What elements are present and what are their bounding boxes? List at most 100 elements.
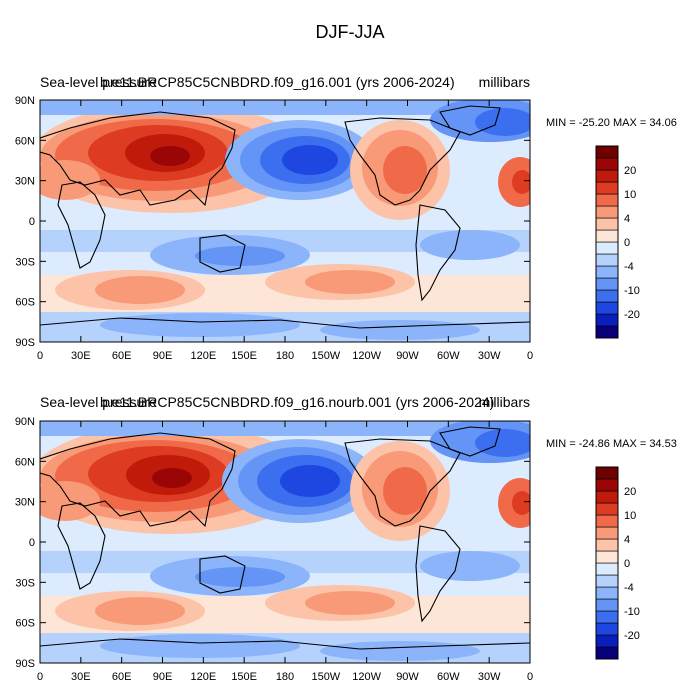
lon-tick-label: 30W <box>478 350 501 362</box>
colorbar-label: 0 <box>624 558 630 570</box>
colorbar-swatch <box>595 550 619 564</box>
colorbar-label: 20 <box>624 486 636 498</box>
lon-tick-label: 180 <box>276 350 294 362</box>
lon-tick-label: 150E <box>231 350 257 362</box>
lat-tick-label: 60S <box>15 618 35 630</box>
colorbar-top: 20 10 4 0 -4 -10 -20 <box>595 145 640 339</box>
lat-tick-label: 60N <box>15 135 35 147</box>
lat-tick-label: 0 <box>29 537 35 549</box>
lon-tick-label: 120W <box>352 671 381 683</box>
colorbar-label: 10 <box>624 510 636 522</box>
colorbar-swatch <box>595 301 619 315</box>
lon-tick-label: 120E <box>190 671 216 683</box>
colorbar-swatch <box>595 145 619 159</box>
panel-units: millibars <box>479 394 530 410</box>
lon-tick-label: 30E <box>71 671 91 683</box>
lon-tick-label: 0 <box>37 671 43 683</box>
lon-tick-label: 0 <box>37 350 43 362</box>
colorbar-bottom: 20 10 4 0 -4 -10 -20 <box>595 466 640 660</box>
lat-tick-label: 60S <box>15 297 35 309</box>
lat-tick-label: 90S <box>15 658 35 670</box>
colorbar-swatch <box>595 478 619 492</box>
lon-tick-label: 150W <box>311 350 340 362</box>
min-max-label: MIN = -25.20 MAX = 34.06 <box>546 117 677 129</box>
lon-tick-label: 150W <box>311 671 340 683</box>
pressure-field <box>40 100 530 342</box>
colorbar-swatch <box>595 313 619 327</box>
lat-tick-label: 90S <box>15 337 35 349</box>
lat-tick-label: 90N <box>15 416 35 428</box>
lon-tick-label: 90E <box>153 671 173 683</box>
colorbar-swatch <box>595 325 619 339</box>
lon-tick-label: 60W <box>437 350 460 362</box>
map-panel-bottom: Sea-level pressure b.e11.BRCP85C5CNBDRD.… <box>15 394 677 683</box>
colorbar-swatch <box>595 622 619 636</box>
lat-tick-label: 30N <box>15 176 35 188</box>
colorbar-swatch <box>595 526 619 540</box>
colorbar-swatch <box>595 193 619 207</box>
colorbar-swatch <box>595 181 619 195</box>
lon-tick-label: 0 <box>527 350 533 362</box>
lon-tick-label: 60E <box>112 350 132 362</box>
lat-tick-label: 30S <box>15 577 35 589</box>
min-max-label: MIN = -24.86 MAX = 34.53 <box>546 438 677 450</box>
lon-tick-label: 30E <box>71 350 91 362</box>
colorbar-swatch <box>595 217 619 231</box>
colorbar-label: -10 <box>624 606 640 618</box>
colorbar-label: 10 <box>624 189 636 201</box>
lat-tick-label: 90N <box>15 95 35 107</box>
colorbar-swatch <box>595 634 619 648</box>
colorbar-swatch <box>595 514 619 528</box>
figure-title: DJF-JJA <box>316 22 385 42</box>
colorbar-label: 4 <box>624 213 630 225</box>
colorbar-swatch <box>595 490 619 504</box>
lon-tick-label: 120E <box>190 350 216 362</box>
panel-title: Sea-level pressure <box>40 394 157 410</box>
map-panel-top: Sea-level pressure b.e11.BRCP85C5CNBDRD.… <box>15 74 677 362</box>
colorbar-swatch <box>595 466 619 480</box>
colorbar-label: -4 <box>624 582 634 594</box>
pressure-field <box>40 421 530 663</box>
panel-subtitle: b.e11.BRCP85C5CNBDRD.f09_g16.nourb.001 (… <box>100 394 494 410</box>
lon-tick-label: 90E <box>153 350 173 362</box>
lat-tick-label: 60N <box>15 456 35 468</box>
colorbar-swatch <box>595 586 619 600</box>
colorbar-swatch <box>595 265 619 279</box>
panel-subtitle: b.e11.BRCP85C5CNBDRD.f09_g16.001 (yrs 20… <box>100 74 455 90</box>
colorbar-swatch <box>595 502 619 516</box>
colorbar-swatch <box>595 538 619 552</box>
lon-tick-label: 0 <box>527 671 533 683</box>
lon-tick-label: 60E <box>112 671 132 683</box>
panel-title: Sea-level pressure <box>40 74 157 90</box>
colorbar-label: -20 <box>624 630 640 642</box>
colorbar-swatch <box>595 562 619 576</box>
colorbar-frame <box>595 145 619 339</box>
lon-tick-label: 30W <box>478 671 501 683</box>
lon-tick-label: 90W <box>396 350 419 362</box>
lat-tick-label: 30N <box>15 497 35 509</box>
colorbar-swatch <box>595 289 619 303</box>
colorbar-label: -4 <box>624 261 634 273</box>
colorbar-label: 0 <box>624 237 630 249</box>
colorbar-swatch <box>595 205 619 219</box>
colorbar-swatch <box>595 169 619 183</box>
colorbar-label: -20 <box>624 309 640 321</box>
colorbar-label: 4 <box>624 534 630 546</box>
colorbar-swatch <box>595 277 619 291</box>
colorbar-swatch <box>595 574 619 588</box>
colorbar-swatch <box>595 229 619 243</box>
lon-tick-label: 120W <box>352 350 381 362</box>
lon-tick-label: 90W <box>396 671 419 683</box>
colorbar-swatch <box>595 646 619 660</box>
lon-tick-label: 60W <box>437 671 460 683</box>
colorbar-swatch <box>595 241 619 255</box>
colorbar-swatch <box>595 610 619 624</box>
lat-tick-label: 0 <box>29 216 35 228</box>
lon-tick-label: 150E <box>231 671 257 683</box>
panel-units: millibars <box>479 74 530 90</box>
colorbar-swatch <box>595 253 619 267</box>
lon-tick-label: 180 <box>276 671 294 683</box>
colorbar-frame <box>595 466 619 660</box>
lat-tick-label: 30S <box>15 256 35 268</box>
